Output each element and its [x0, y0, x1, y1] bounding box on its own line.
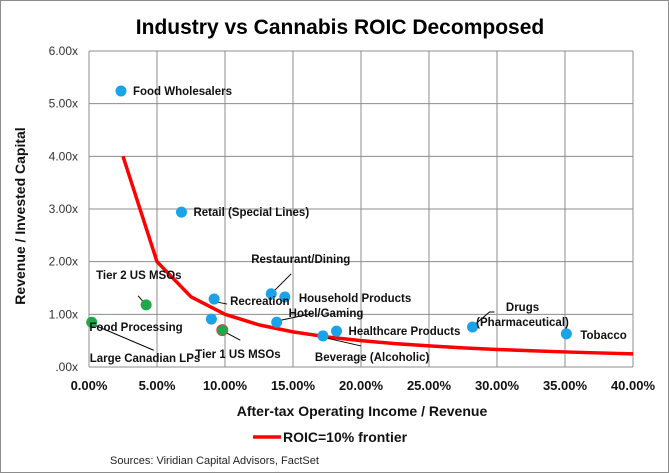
frontier-line — [121, 155, 634, 356]
point-tobacco — [560, 328, 572, 340]
label-food-wholesalers: Food Wholesalers — [133, 86, 232, 98]
label-healthcare-products: Healthcare Products — [349, 326, 461, 338]
point-hotel-gaming — [271, 316, 283, 328]
point-large-canadian-lps — [86, 316, 98, 328]
label-drugs-pharmaceutical: Drugs (Pharmaceutical) — [476, 302, 569, 329]
leader-large-canadian-lps — [94, 324, 154, 351]
x-tick-label: 10.00% — [203, 378, 248, 393]
leader-restaurant-dining — [273, 273, 292, 292]
label-large-canadian-lps: Large Canadian LPs — [90, 353, 201, 365]
y-axis-ticks: .00x 1.00x 2.00x 3.00x 4.00x 5.00x 6.00x — [49, 44, 78, 374]
point-household-products — [279, 291, 291, 303]
label-food-processing: Food Processing — [89, 322, 182, 334]
label-recreation: Recreation — [230, 296, 289, 308]
point-tier-2-us-msos — [140, 299, 152, 311]
label-tier-2-us-msos: Tier 2 US MSOs — [96, 270, 181, 282]
y-tick-label: 4.00x — [49, 149, 78, 163]
x-tick-label: 30.00% — [475, 378, 520, 393]
y-axis-label: Revenue / Invested Capital — [12, 127, 28, 304]
label-hotel-gaming: Hotel/Gaming — [289, 308, 364, 320]
source-note: Sources: Viridian Capital Advisors, Fact… — [110, 455, 319, 467]
label-tobacco: Tobacco — [580, 330, 626, 342]
x-tick-label: 5.00% — [139, 378, 176, 393]
label-beverage-alcoholic: Beverage (Alcoholic) — [315, 352, 430, 364]
x-tick-label: 35.00% — [543, 378, 588, 393]
y-tick-label: 2.00x — [49, 255, 78, 269]
x-tick-label: 15.00% — [271, 378, 316, 393]
leader-tier-1-us-msos — [225, 331, 241, 341]
legend-label-frontier: ROIC=10% frontier — [283, 429, 408, 445]
chart-title: Industry vs Cannabis ROIC Decomposed — [136, 16, 544, 39]
leader-beverage-alcoholic — [325, 337, 362, 347]
label-retail-special-lines: Retail (Special Lines) — [193, 207, 309, 219]
label-tier-1-us-msos: Tier 1 US MSOs — [195, 349, 280, 361]
point-recreation — [208, 293, 220, 305]
leader-drugs-pharmaceutical — [475, 311, 495, 325]
legend: ROIC=10% frontier — [253, 429, 408, 445]
point-healthcare-products — [331, 325, 343, 337]
label-restaurant-dining: Restaurant/Dining — [251, 254, 350, 266]
x-tick-label: 25.00% — [407, 378, 452, 393]
point-tier-1-us-msos — [216, 324, 229, 337]
y-tick-label: 3.00x — [49, 202, 78, 216]
point-restaurant-dining — [265, 288, 277, 300]
x-axis-label: After-tax Operating Income / Revenue — [237, 403, 488, 419]
point-food-processing — [205, 313, 217, 325]
x-tick-label: 20.00% — [339, 378, 384, 393]
y-tick-label: .00x — [55, 360, 78, 374]
x-tick-label: 0.00% — [71, 378, 108, 393]
data-points — [86, 85, 572, 342]
leader-hotel-gaming — [280, 312, 314, 321]
frontier-series — [121, 155, 634, 356]
point-drugs-pharmaceutical — [467, 321, 479, 333]
y-tick-label: 6.00x — [49, 44, 78, 58]
x-axis-ticks: 0.00% 5.00% 10.00% 15.00% 20.00% 25.00% 30.00%… — [71, 378, 656, 393]
point-food-wholesalers — [115, 85, 127, 97]
y-tick-label: 5.00x — [49, 97, 78, 111]
leader-recreation — [217, 301, 228, 305]
label-leaders — [94, 273, 495, 351]
point-retail-special-lines — [175, 206, 187, 218]
label-household-products: Household Products — [299, 293, 411, 305]
point-labels: Food Wholesalers Retail (Special Lines) Ti… — [89, 86, 626, 365]
point-beverage-alcoholic — [317, 330, 329, 342]
x-tick-label: 40.00% — [611, 378, 656, 393]
y-tick-label: 1.00x — [49, 307, 78, 321]
